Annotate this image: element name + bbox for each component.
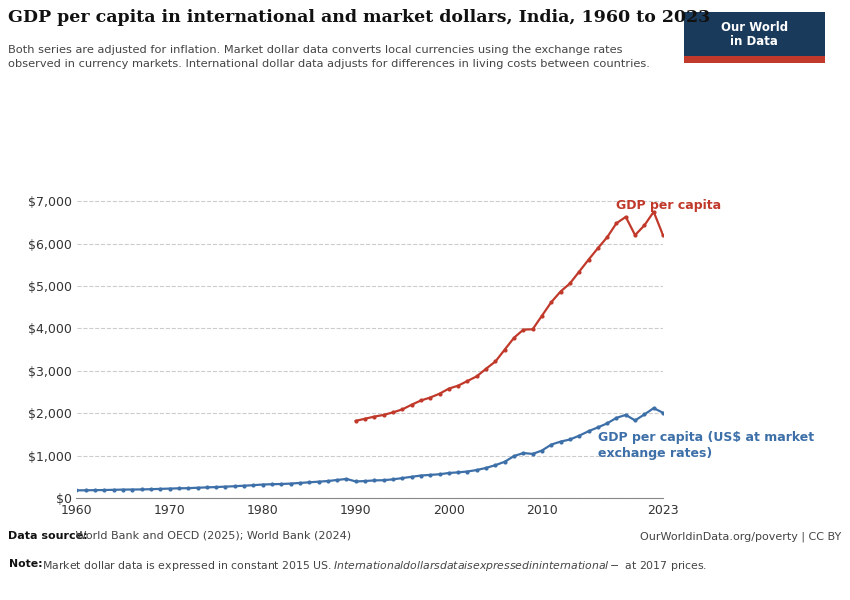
- Text: OurWorldinData.org/poverty | CC BY: OurWorldinData.org/poverty | CC BY: [640, 531, 842, 541]
- Text: in Data: in Data: [730, 35, 779, 48]
- Text: Market dollar data is expressed in constant 2015 US$. International dollars data: Market dollar data is expressed in const…: [39, 559, 707, 573]
- Text: World Bank and OECD (2025); World Bank (2024): World Bank and OECD (2025); World Bank (…: [72, 531, 351, 541]
- FancyBboxPatch shape: [684, 12, 824, 63]
- Text: Data source:: Data source:: [8, 531, 88, 541]
- Text: Our World: Our World: [721, 21, 788, 34]
- FancyBboxPatch shape: [684, 56, 824, 63]
- Text: GDP per capita (US$ at market
exchange rates): GDP per capita (US$ at market exchange r…: [598, 431, 814, 460]
- Text: GDP per capita: GDP per capita: [616, 199, 722, 212]
- Text: Note:: Note:: [8, 559, 42, 569]
- Text: GDP per capita in international and market dollars, India, 1960 to 2023: GDP per capita in international and mark…: [8, 9, 711, 26]
- Text: Both series are adjusted for inflation. Market dollar data converts local curren: Both series are adjusted for inflation. …: [8, 45, 650, 68]
